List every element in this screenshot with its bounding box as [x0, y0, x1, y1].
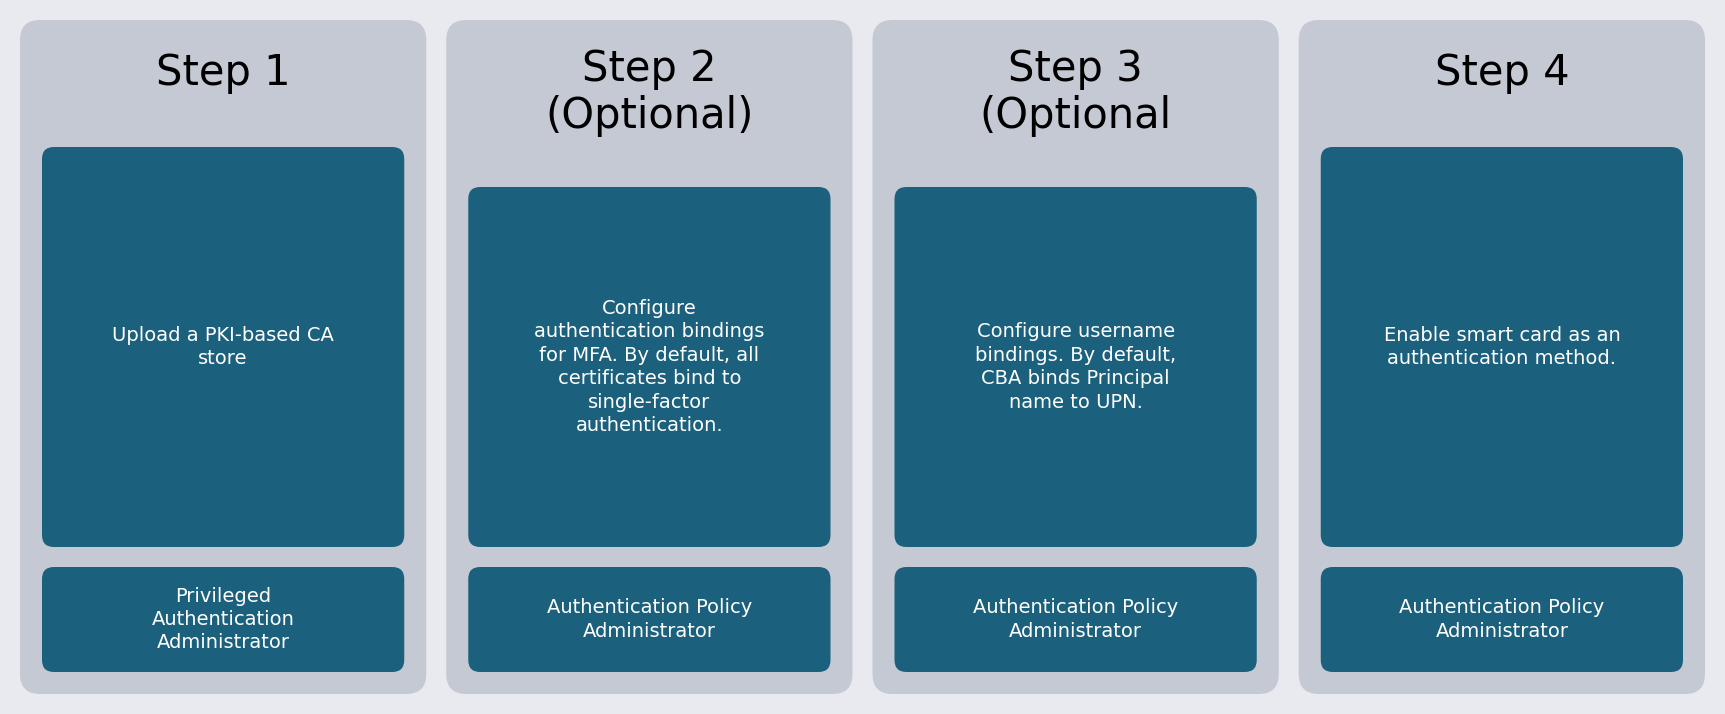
Text: Authentication Policy
Administrator: Authentication Policy Administrator — [973, 598, 1178, 640]
FancyBboxPatch shape — [895, 187, 1258, 547]
FancyBboxPatch shape — [895, 567, 1258, 672]
FancyBboxPatch shape — [873, 20, 1278, 694]
FancyBboxPatch shape — [1321, 147, 1684, 547]
FancyBboxPatch shape — [41, 147, 404, 547]
Text: Enable smart card as an
authentication method.: Enable smart card as an authentication m… — [1383, 326, 1620, 368]
Text: Configure
authentication bindings
for MFA. By default, all
certificates bind to
: Configure authentication bindings for MF… — [535, 298, 764, 436]
Text: Step 2
(Optional): Step 2 (Optional) — [545, 48, 754, 137]
Text: Privileged
Authentication
Administrator: Privileged Authentication Administrator — [152, 586, 295, 653]
Text: Step 4: Step 4 — [1435, 51, 1570, 94]
Text: Configure username
bindings. By default,
CBA binds Principal
name to UPN.: Configure username bindings. By default,… — [975, 322, 1176, 412]
FancyBboxPatch shape — [21, 20, 426, 694]
FancyBboxPatch shape — [1299, 20, 1704, 694]
Text: Step 1: Step 1 — [155, 51, 290, 94]
FancyBboxPatch shape — [467, 187, 830, 547]
FancyBboxPatch shape — [41, 567, 404, 672]
FancyBboxPatch shape — [1321, 567, 1684, 672]
FancyBboxPatch shape — [447, 20, 852, 694]
Text: Authentication Policy
Administrator: Authentication Policy Administrator — [547, 598, 752, 640]
FancyBboxPatch shape — [467, 567, 830, 672]
Text: Authentication Policy
Administrator: Authentication Policy Administrator — [1399, 598, 1604, 640]
Text: Upload a PKI-based CA
store: Upload a PKI-based CA store — [112, 326, 335, 368]
Text: Step 3
(Optional: Step 3 (Optional — [980, 48, 1171, 137]
